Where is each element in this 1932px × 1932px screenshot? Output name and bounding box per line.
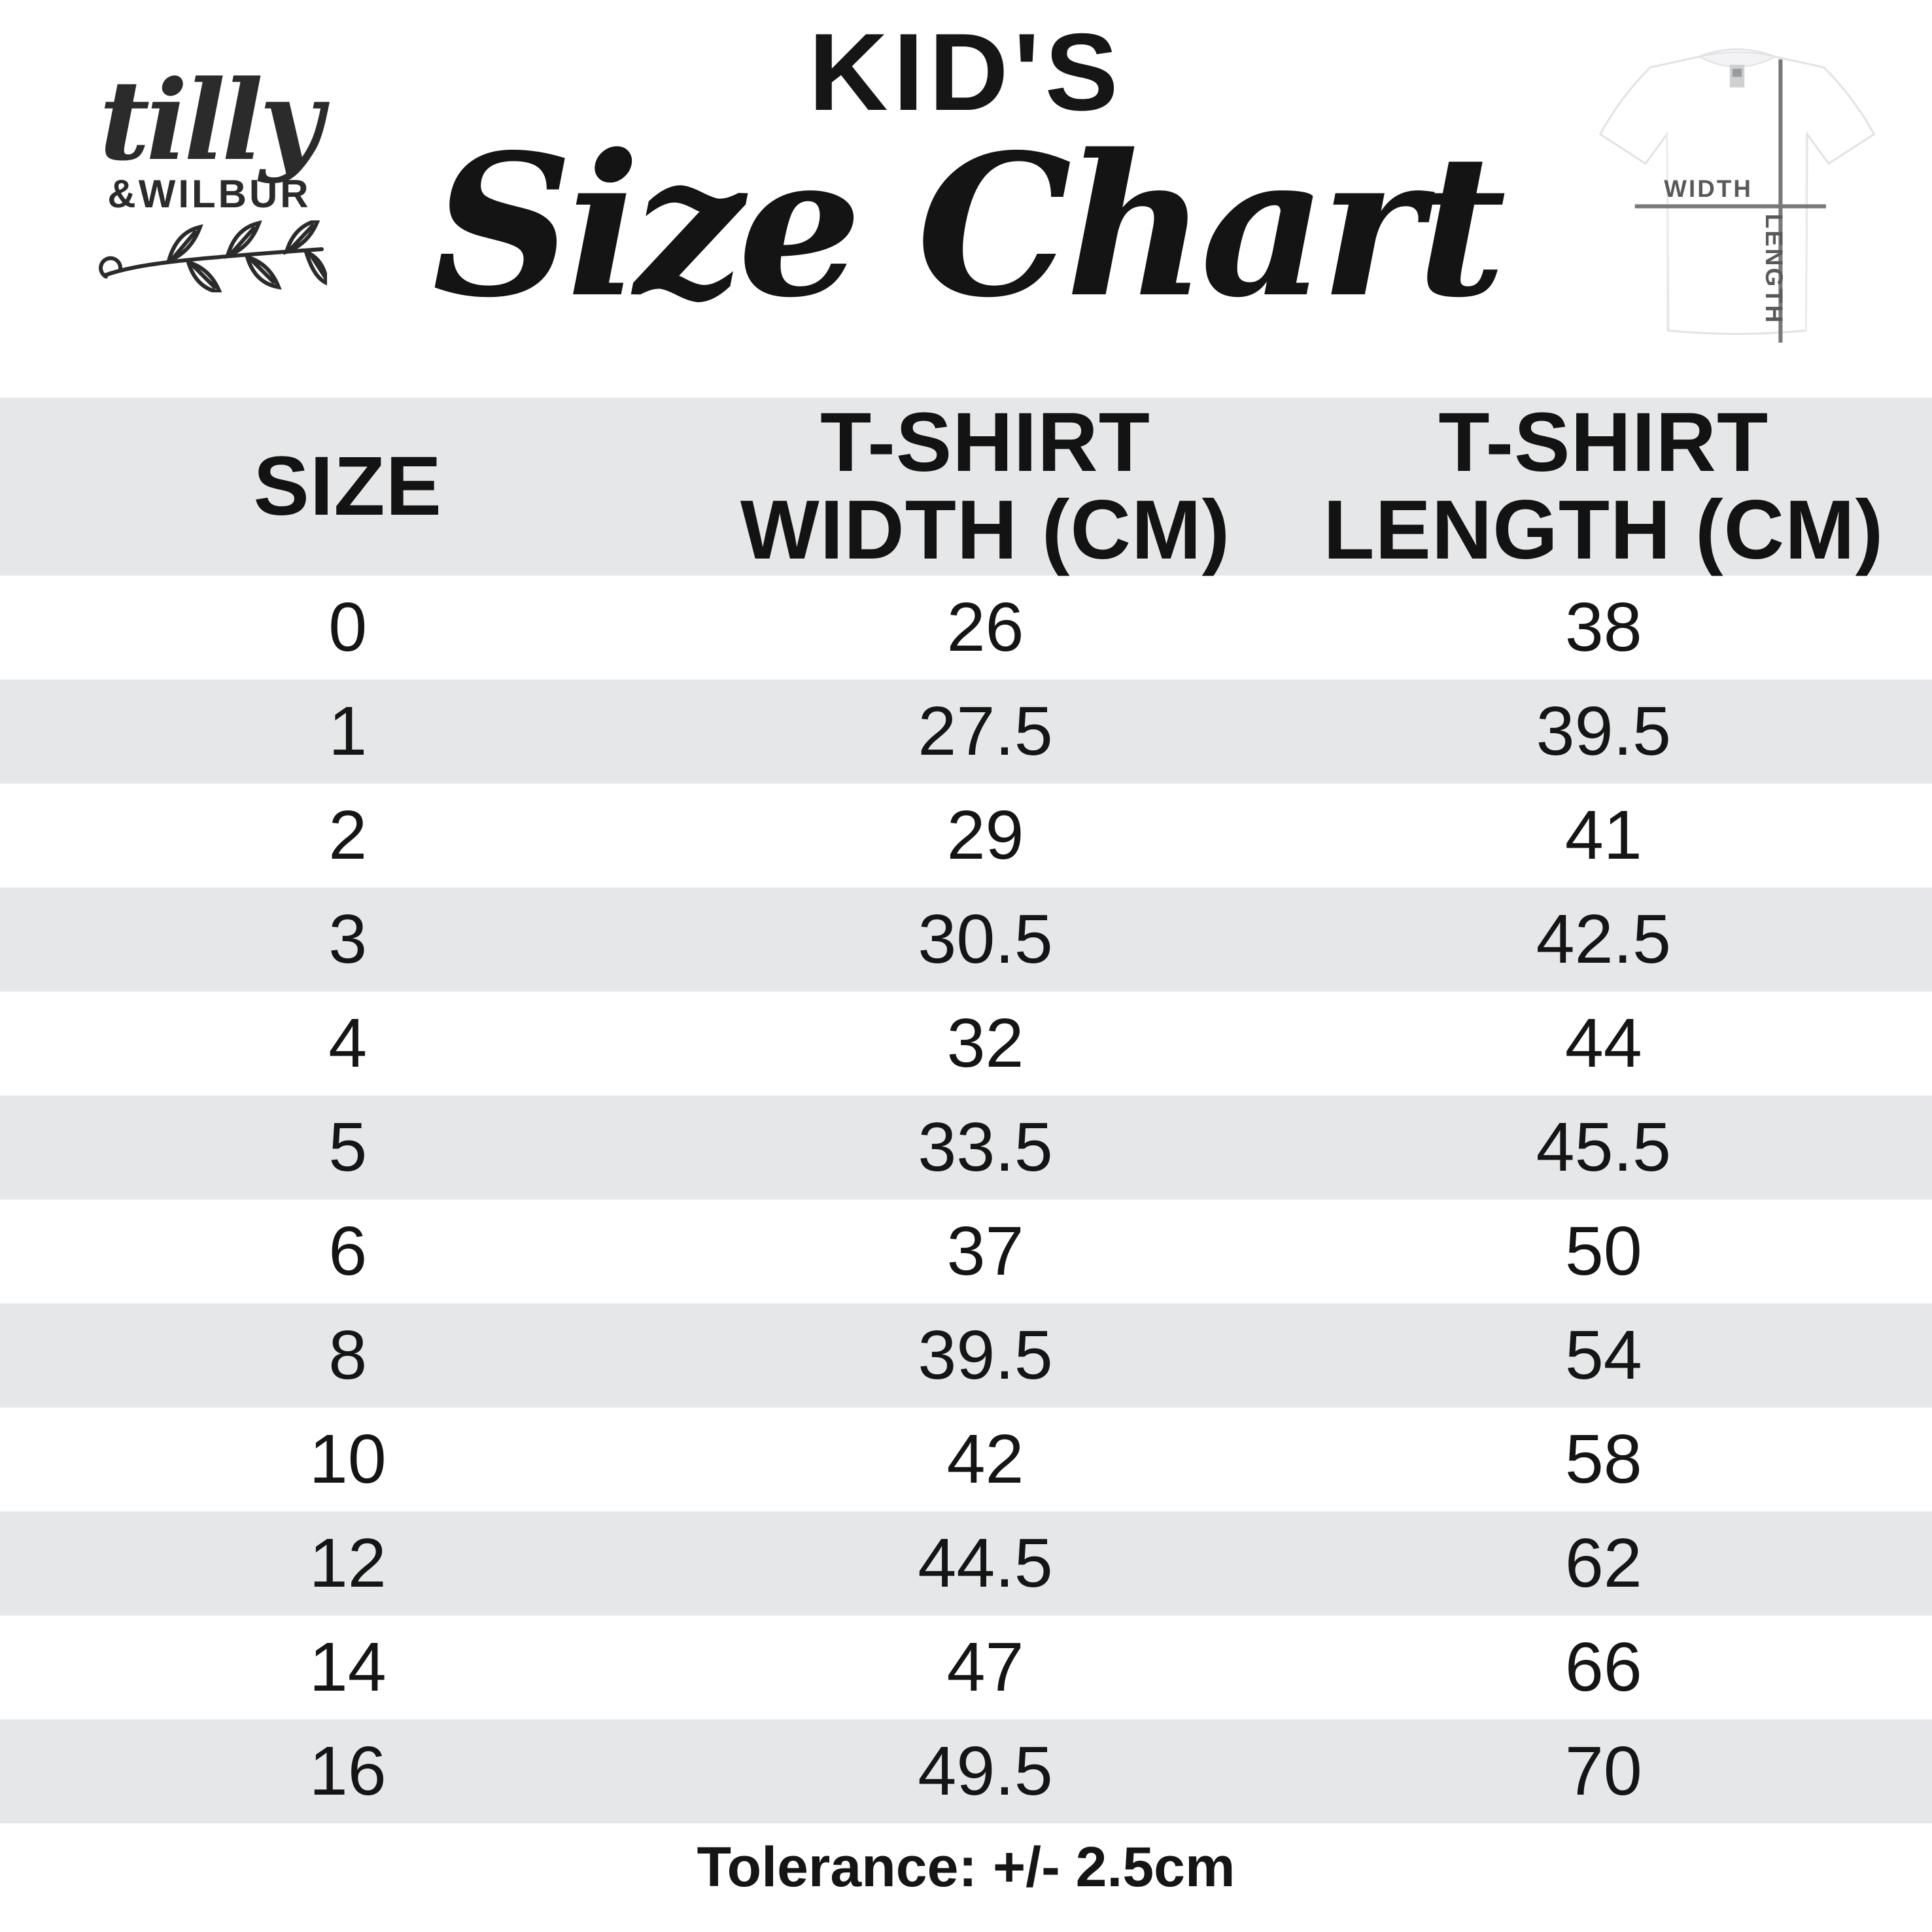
brand-name-caps: &WILBUR (107, 172, 311, 216)
table-row: 1 27.5 39.5 (0, 680, 1932, 784)
cell-width: 37 (946, 1213, 1024, 1290)
column-header-size: SIZE (253, 439, 442, 533)
cell-width: 33.5 (918, 1109, 1053, 1186)
cell-width: 29 (946, 797, 1024, 874)
cell-length: 45.5 (1536, 1109, 1671, 1186)
cell-width: 27.5 (918, 693, 1053, 770)
brand-logo: tilly &WILBUR (85, 65, 334, 296)
cell-size: 14 (309, 1629, 387, 1706)
table-row: 12 44.5 62 (0, 1511, 1932, 1615)
cell-length: 41 (1564, 797, 1642, 874)
cell-size: 10 (309, 1421, 387, 1498)
cell-length: 54 (1564, 1317, 1642, 1394)
table-row: 14 47 66 (0, 1615, 1932, 1719)
cell-size: 12 (309, 1525, 387, 1602)
cell-width: 47 (946, 1629, 1024, 1706)
brand-name-script: tilly (99, 56, 324, 185)
tolerance-note: Tolerance: +/- 2.5cm (697, 1836, 1235, 1899)
cell-length: 39.5 (1536, 693, 1671, 770)
cell-length: 70 (1564, 1733, 1642, 1810)
cell-length: 44 (1564, 1005, 1642, 1082)
cell-length: 58 (1564, 1421, 1642, 1498)
size-table-body: 0 26 38 1 27.5 39.5 2 29 41 3 30.5 42.5 4 32 44 5 33.5 45… (0, 576, 1932, 1823)
tshirt-icon (1598, 48, 1876, 336)
cell-width: 49.5 (918, 1733, 1053, 1810)
cell-size: 1 (328, 693, 368, 770)
size-table: SIZE T-SHIRT WIDTH (CM) T-SHIRT LENGTH (… (0, 398, 1932, 1823)
table-row: 5 33.5 45.5 (0, 1095, 1932, 1199)
cell-length: 38 (1564, 589, 1642, 666)
column-header-length: T-SHIRT LENGTH (CM) (1323, 395, 1884, 577)
cell-length: 50 (1564, 1213, 1642, 1290)
cell-width: 30.5 (918, 901, 1053, 978)
table-row: 16 49.5 70 (0, 1719, 1932, 1823)
table-row: 6 37 50 (0, 1199, 1932, 1303)
cell-size: 6 (328, 1213, 368, 1290)
cell-length: 42.5 (1536, 901, 1671, 978)
page-title: Size Chart (432, 112, 1507, 341)
laurel-branch-icon (85, 217, 334, 296)
cell-width: 32 (946, 1005, 1024, 1082)
cell-size: 2 (328, 797, 368, 874)
table-row: 10 42 58 (0, 1407, 1932, 1511)
table-row: 2 29 41 (0, 784, 1932, 888)
table-row: 8 39.5 54 (0, 1303, 1932, 1407)
cell-size: 16 (309, 1733, 387, 1810)
table-row: 0 26 38 (0, 576, 1932, 680)
cell-width: 26 (946, 589, 1024, 666)
cell-length: 66 (1564, 1629, 1642, 1706)
table-row: 4 32 44 (0, 992, 1932, 1095)
width-label: WIDTH (1664, 175, 1753, 202)
cell-width: 39.5 (918, 1317, 1053, 1394)
column-header-width: T-SHIRT WIDTH (CM) (740, 395, 1231, 577)
cell-size: 4 (328, 1005, 368, 1082)
cell-width: 42 (946, 1421, 1024, 1498)
cell-size: 5 (328, 1109, 368, 1186)
cell-size: 0 (328, 589, 368, 666)
cell-length: 62 (1564, 1525, 1642, 1602)
cell-size: 3 (328, 901, 368, 978)
title-kicker: KID'S (808, 10, 1124, 133)
cell-width: 44.5 (918, 1525, 1053, 1602)
table-row: 3 30.5 42.5 (0, 888, 1932, 992)
cell-size: 8 (328, 1317, 368, 1394)
table-header-row: SIZE T-SHIRT WIDTH (CM) T-SHIRT LENGTH (… (0, 398, 1932, 576)
length-label: LENGTH (1761, 214, 1787, 324)
tshirt-measurement-diagram: WIDTH LENGTH (1593, 34, 1881, 348)
